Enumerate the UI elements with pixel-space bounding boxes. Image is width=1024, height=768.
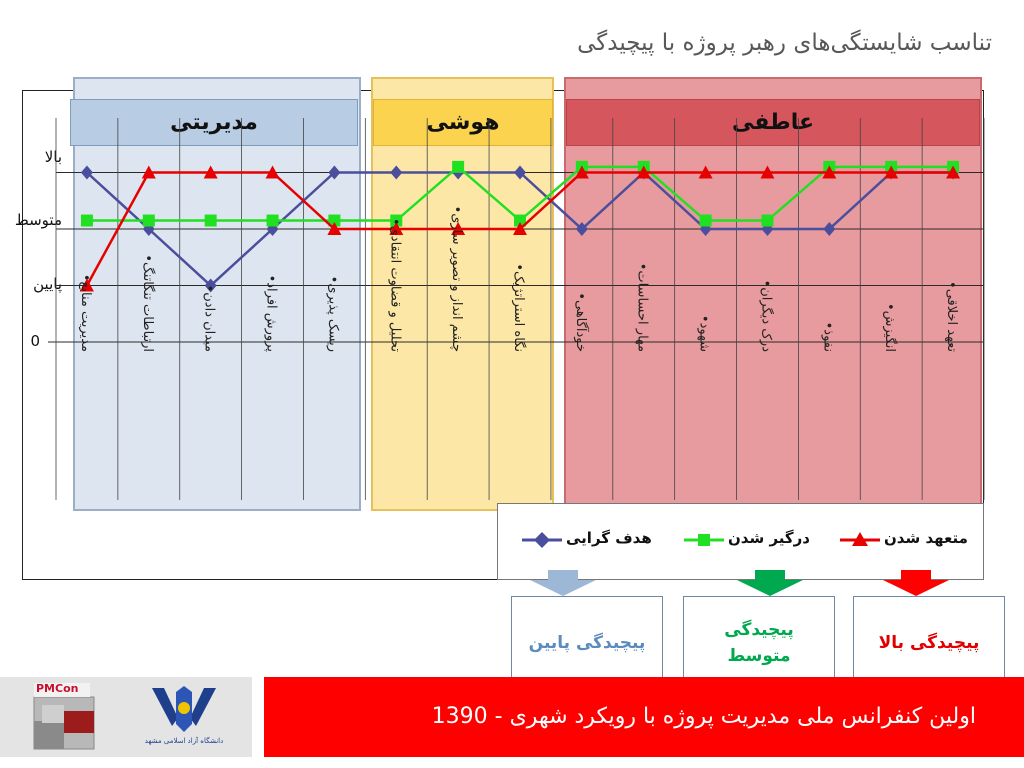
category-label: تعهد اخلاقی• <box>944 281 959 352</box>
data-point <box>266 214 279 227</box>
category-label: ریسک پذیری• <box>325 276 340 352</box>
data-point <box>698 165 713 179</box>
category-label: درک دیگران• <box>758 280 774 353</box>
azad-emblem-icon <box>152 686 216 732</box>
complexity-arrows <box>530 570 949 596</box>
panel-intellectual <box>371 77 554 511</box>
footer-title: اولین کنفرانس ملی مدیریت پروژه با رویکرد… <box>431 704 976 729</box>
data-point <box>699 214 712 227</box>
slide-title: تناسب شایستگی‌های رهبر پروژه با پیچیدگی <box>577 30 992 56</box>
complexity-low-box: پیچیدگی پایین <box>511 596 663 691</box>
panel-managerial <box>73 77 361 511</box>
data-point <box>79 278 94 292</box>
competency-chart: مدیریت منابع• ارتباطات تنگاتنگ• میدان دادن… <box>48 118 985 500</box>
data-point <box>204 278 217 293</box>
data-point <box>636 165 651 179</box>
category-label: خودآگاهی• <box>573 292 590 352</box>
data-point <box>513 222 527 235</box>
complexity-medium-box: پیچیدگی متوسط <box>683 596 835 691</box>
data-point <box>141 165 156 179</box>
legend-label-involving: درگیر شدن <box>728 529 810 547</box>
data-point <box>389 222 404 235</box>
category-label: نگاه استراتژیک• <box>511 263 527 352</box>
legend-marker-involving <box>684 534 724 546</box>
group-header-emotional: عاطفی <box>566 99 980 146</box>
category-label: نفوذ• <box>820 322 835 352</box>
legend <box>497 503 984 580</box>
data-point <box>574 165 589 179</box>
data-point <box>80 165 93 180</box>
category-label: تحلیل و قضاوت انتقادی• <box>387 218 402 352</box>
y-label-medium: متوسط <box>14 211 62 229</box>
y-label-zero: 0 <box>30 332 40 350</box>
category-label: مدیریت منابع• <box>78 274 93 352</box>
data-point <box>575 222 588 236</box>
arrow-low <box>530 570 596 596</box>
data-point <box>390 214 403 227</box>
group-header-intellectual: هوشی <box>373 99 553 146</box>
data-point <box>80 214 93 227</box>
legend-label-engaging: متعهد شدن <box>884 529 968 547</box>
azad-university-logo: دانشگاه آزاد اسلامی مشهد <box>134 682 234 754</box>
data-point <box>514 214 526 227</box>
data-point <box>884 165 899 179</box>
legend-marker-goal <box>522 532 562 548</box>
category-label: پرورش افراد• <box>264 275 279 353</box>
data-point <box>760 165 775 179</box>
y-label-high: بالا <box>44 148 62 166</box>
category-label: مهار احساسات• <box>635 263 650 352</box>
data-point <box>327 222 342 235</box>
data-point <box>328 214 341 227</box>
data-point <box>451 222 466 235</box>
pmcon-logo: PMCon <box>28 681 102 751</box>
pmcon-logo-text: PMCon <box>36 682 79 695</box>
data-point <box>328 165 341 180</box>
legend-marker-engaging <box>840 532 880 546</box>
data-point <box>946 165 961 179</box>
azad-logo-text: دانشگاه آزاد اسلامی مشهد <box>144 737 224 745</box>
category-label: انگیزش• <box>882 303 898 352</box>
data-point <box>390 165 403 180</box>
complexity-high-box: پیچیدگی بالا <box>853 596 1005 691</box>
legend-label-goal: هدف گرایی <box>566 529 652 547</box>
footer-bar <box>264 677 1024 757</box>
category-label: ارتباطات تنگاتنگ• <box>140 254 156 352</box>
data-point <box>452 160 465 173</box>
category-label: شهود• <box>697 315 712 352</box>
arrow-high <box>883 570 949 596</box>
data-point <box>761 214 774 227</box>
data-point <box>265 165 280 179</box>
panel-emotional <box>564 77 982 511</box>
data-point <box>203 165 218 179</box>
data-point <box>822 165 837 179</box>
data-point <box>823 222 836 236</box>
y-label-low: پایین <box>33 275 62 293</box>
data-point <box>142 214 155 227</box>
category-label: میدان دادن• <box>202 285 217 352</box>
data-point <box>204 214 217 227</box>
arrow-medium <box>737 570 803 596</box>
category-label: چشم انداز و تصویر سازی• <box>449 206 464 352</box>
data-point <box>514 165 526 180</box>
